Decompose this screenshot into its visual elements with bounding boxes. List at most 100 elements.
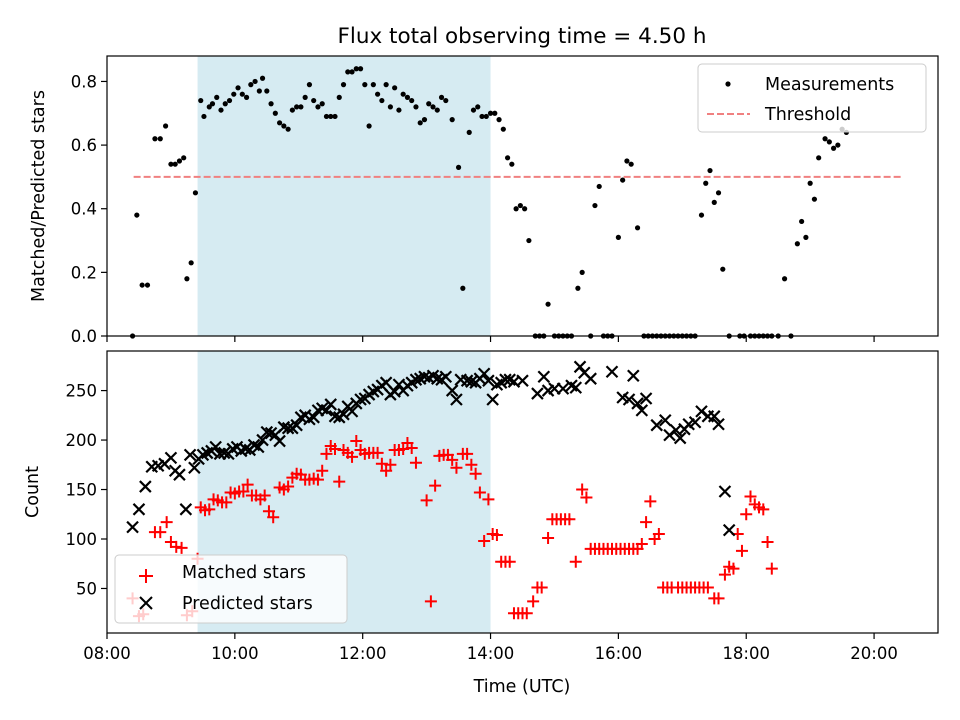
measurement-point (134, 212, 140, 218)
matched-star-point (220, 496, 233, 509)
measurement-point (268, 101, 274, 107)
measurement-point (218, 107, 224, 113)
predicted-star-point (273, 434, 286, 448)
matched-star-point (701, 581, 714, 594)
measurement-point (575, 285, 581, 291)
measurement-point (172, 161, 178, 167)
predicted-star-point (188, 461, 201, 475)
measurement-point (375, 91, 381, 97)
predicted-star-point (673, 431, 687, 445)
measurement-point (222, 101, 228, 107)
matched-star-point (727, 562, 740, 575)
measurement-point (509, 161, 515, 167)
top-y-axis-label: Matched/Predicted stars (29, 90, 49, 302)
measurement-point (592, 202, 598, 209)
measurement-point (168, 161, 174, 167)
measurement-point (306, 82, 313, 88)
matched-star-point (333, 475, 346, 488)
y-tick-label: 100 (66, 530, 98, 549)
matched-star-point (350, 435, 363, 448)
measurement-point (430, 104, 436, 110)
matched-star-point (384, 458, 397, 471)
measurement-point (144, 282, 151, 288)
measurement-point (231, 91, 237, 97)
measurement-point (513, 206, 519, 212)
predicted-star-point (354, 393, 367, 406)
matched-star-point (520, 607, 533, 620)
predicted-star-point (260, 425, 274, 439)
measurement-point (707, 167, 713, 174)
measurement-point (259, 75, 266, 81)
measurement-point (794, 241, 800, 247)
matched-star-point (241, 478, 254, 491)
matched-star-point (175, 541, 188, 554)
measurement-point (500, 126, 506, 132)
predicted-star-point (639, 392, 653, 405)
measurement-point (272, 110, 278, 116)
predicted-star-point (345, 405, 359, 418)
measurement-point (634, 225, 641, 231)
measurement-point (579, 269, 585, 275)
measurement-point (226, 97, 233, 104)
matched-star-point (258, 489, 271, 502)
predicted-star-point (132, 503, 146, 516)
legend-label-measurements: Measurements (765, 75, 894, 95)
y-tick-label: 0.8 (71, 72, 97, 91)
predicted-star-point (573, 360, 587, 374)
measurement-point (475, 104, 481, 110)
x-tick-label: 08:00 (83, 644, 131, 663)
matched-star-point (461, 447, 474, 460)
x-tick-label: 18:00 (722, 644, 770, 663)
top-panel: 0.00.20.40.60.8 Matched/Predicted stars … (29, 55, 939, 346)
measurement-point (483, 113, 489, 120)
measurement-point (239, 91, 245, 97)
legend-label-matched-stars: Matched stars (182, 563, 306, 583)
matched-star-point (490, 529, 503, 542)
y-tick-label: 0.0 (71, 327, 97, 346)
top-x-ticks (106, 336, 875, 342)
legend-label-predicted-stars: Predicted stars (182, 594, 313, 614)
top-y-ticks: 0.0 0.2 0.4 0.6 0.8 (71, 72, 107, 346)
measurement-point (311, 97, 317, 104)
x-tick-label: 16:00 (595, 644, 643, 663)
measurement-point (209, 101, 216, 107)
measurement-point (298, 104, 304, 110)
measurement-point (396, 107, 402, 113)
predicted-star-point (605, 365, 619, 379)
measurement-point (479, 113, 485, 120)
x-tick-label: 10:00 (211, 644, 259, 663)
predicted-star-point (477, 367, 491, 381)
measurement-point (366, 123, 372, 129)
measurement-point (340, 82, 347, 88)
measurement-point (526, 237, 532, 244)
measurement-point (703, 180, 709, 186)
predicted-star-point (139, 480, 152, 493)
measurement-point (460, 285, 466, 291)
measurement-point (615, 234, 621, 240)
measurement-point (417, 120, 423, 126)
measurement-point (443, 97, 449, 104)
legend-label-threshold: Threshold (764, 105, 851, 125)
measurement-point (487, 110, 494, 116)
predicted-star-point (217, 446, 231, 460)
matched-star-point (405, 441, 418, 454)
measurement-point (826, 139, 832, 145)
measurement-point (816, 155, 822, 161)
measurement-point (248, 82, 254, 88)
x-tick-label: 14:00 (467, 644, 515, 663)
bottom-legend: Matched stars Predicted stars (114, 554, 348, 624)
predicted-star-point (722, 523, 736, 537)
matched-star-point (569, 555, 582, 568)
predicted-stars-points (126, 360, 736, 537)
measurement-point (545, 301, 551, 307)
measurement-point (349, 69, 355, 75)
matched-star-point (744, 490, 757, 503)
predicted-star-point (658, 413, 672, 427)
measurement-point (336, 94, 342, 100)
matched-star-point (652, 528, 665, 541)
y-tick-label: 150 (66, 481, 98, 500)
matched-star-point (640, 516, 653, 529)
matched-star-point (644, 495, 657, 508)
measurement-point (176, 158, 183, 164)
measurement-point (152, 136, 158, 142)
